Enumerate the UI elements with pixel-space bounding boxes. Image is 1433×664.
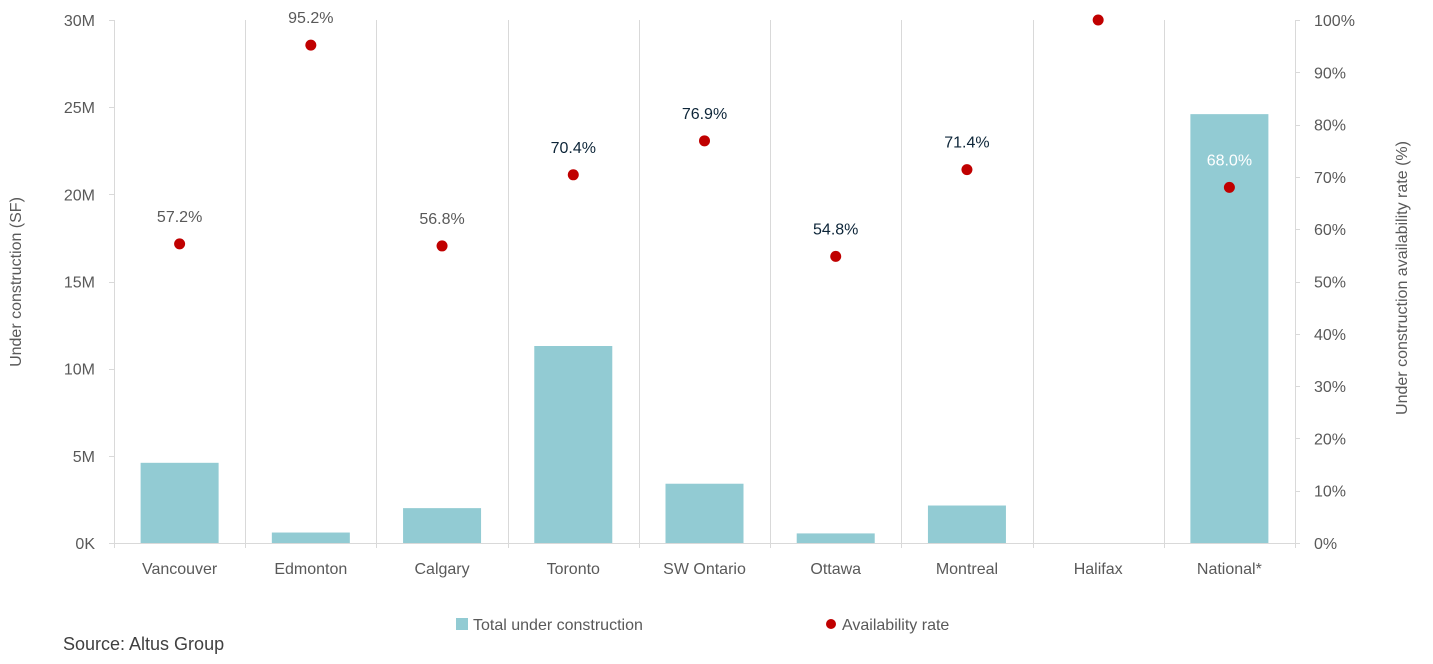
- y-left-axis-title: Under construction (SF): [8, 197, 25, 367]
- availability-series: [174, 14, 1235, 262]
- source-note: Source: Altus Group: [63, 634, 225, 654]
- bar-series: [140, 114, 1269, 543]
- availability-data-label: 76.9%: [682, 106, 727, 123]
- availability-point: [1223, 181, 1235, 193]
- availability-data-label: 68.0%: [1207, 152, 1252, 169]
- legend-bar-label: Total under construction: [473, 617, 643, 634]
- availability-data-label: 95.2%: [288, 10, 333, 27]
- y-right-tick-label: 50%: [1314, 275, 1346, 292]
- bar: [403, 508, 482, 543]
- availability-point: [699, 135, 710, 147]
- category-label: Toronto: [547, 561, 600, 578]
- legend-bar-swatch: [456, 618, 468, 630]
- category-labels: Vancouver Edmonton Calgary Toronto SW Ontari…: [142, 561, 1262, 578]
- legend-point-label: Availability rate: [842, 617, 949, 634]
- y-right-tick-label: 90%: [1314, 65, 1346, 82]
- availability-point: [174, 238, 186, 250]
- availability-point: [436, 240, 448, 252]
- y-left-tick-label: 10M: [64, 362, 95, 379]
- y-right-tick-label: 30%: [1314, 379, 1346, 396]
- availability-point: [305, 39, 317, 51]
- y-right-tick-label: 70%: [1314, 170, 1346, 187]
- category-label: Ottawa: [810, 561, 861, 578]
- availability-point: [1092, 14, 1104, 26]
- availability-data-label: 57.2%: [157, 209, 202, 226]
- y-left-tick-label: 0K: [75, 536, 95, 553]
- availability-point: [567, 169, 579, 181]
- y-right-axis-title: Under construction availability rate (%): [1394, 141, 1411, 415]
- category-label: Vancouver: [142, 561, 218, 578]
- category-separators: [245, 20, 1165, 543]
- availability-data-label: 100.0%: [1071, 0, 1125, 2]
- y-left-tick-label: 25M: [64, 100, 95, 117]
- category-label: SW Ontario: [663, 561, 746, 578]
- data-labels: 57.2% 95.2% 56.8% 70.4% 76.9% 54.8% 71.4% 100.0…: [157, 0, 1252, 238]
- y-left-tick-label: 5M: [73, 449, 95, 466]
- availability-data-label: 56.8%: [419, 211, 464, 228]
- y-right-tick-label: 10%: [1314, 484, 1346, 501]
- bar: [665, 483, 744, 543]
- y-right-tick-label: 0%: [1314, 536, 1337, 553]
- y-left-tick-label: 15M: [64, 275, 95, 292]
- availability-point: [961, 164, 973, 176]
- axes: [109, 20, 1300, 548]
- category-label: Edmonton: [274, 561, 347, 578]
- bar: [1190, 114, 1269, 543]
- y-right-tick-label: 40%: [1314, 327, 1346, 344]
- category-label: Halifax: [1074, 561, 1123, 578]
- bar: [796, 533, 875, 543]
- y-left-tick-label: 20M: [64, 187, 95, 204]
- bar: [140, 462, 219, 543]
- availability-data-label: 54.8%: [813, 221, 858, 238]
- legend-point-swatch: [826, 619, 836, 629]
- bar: [927, 505, 1006, 543]
- availability-data-label: 71.4%: [944, 135, 989, 152]
- availability-data-label: 70.4%: [551, 140, 596, 157]
- category-label: National*: [1197, 561, 1262, 578]
- category-label: Montreal: [936, 561, 998, 578]
- category-label: Calgary: [414, 561, 469, 578]
- tick-labels: 0K 5M 10M 15M 20M 25M 30M 0% 10% 20% 30% 40% 50% 60% 7…: [64, 13, 1355, 553]
- legend: Total under construction Availability ra…: [456, 617, 949, 634]
- bar: [534, 346, 613, 543]
- bar: [271, 532, 350, 543]
- y-right-tick-label: 20%: [1314, 431, 1346, 448]
- availability-point: [830, 250, 842, 262]
- y-right-tick-label: 80%: [1314, 118, 1346, 135]
- y-right-tick-label: 60%: [1314, 222, 1346, 239]
- y-right-tick-label: 100%: [1314, 13, 1355, 30]
- y-left-tick-label: 30M: [64, 13, 95, 30]
